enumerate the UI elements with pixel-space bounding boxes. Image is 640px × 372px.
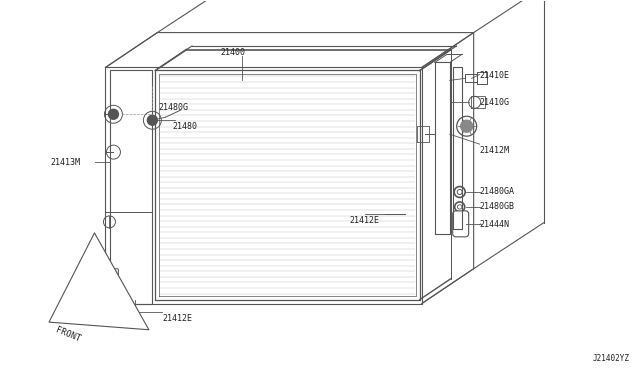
Text: 21480G: 21480G xyxy=(158,103,188,112)
Text: 21412E: 21412E xyxy=(350,216,380,225)
Text: 21412M: 21412M xyxy=(479,146,509,155)
Text: 21410G: 21410G xyxy=(479,98,509,107)
Circle shape xyxy=(461,120,473,132)
Text: 21410E: 21410E xyxy=(479,71,509,80)
Text: 21413M: 21413M xyxy=(51,158,81,167)
Text: 21480GA: 21480GA xyxy=(479,187,515,196)
Text: J21402YZ: J21402YZ xyxy=(593,355,629,363)
Text: 21480GB: 21480GB xyxy=(479,202,515,211)
Circle shape xyxy=(147,115,157,125)
Text: 21480: 21480 xyxy=(172,122,197,131)
Text: 21412E: 21412E xyxy=(163,314,193,323)
FancyBboxPatch shape xyxy=(106,286,116,301)
Text: 21400: 21400 xyxy=(220,48,245,57)
Text: 21444N: 21444N xyxy=(479,220,509,230)
Circle shape xyxy=(108,109,118,119)
Text: FRONT: FRONT xyxy=(54,326,83,344)
FancyBboxPatch shape xyxy=(452,211,468,237)
FancyBboxPatch shape xyxy=(104,269,118,291)
